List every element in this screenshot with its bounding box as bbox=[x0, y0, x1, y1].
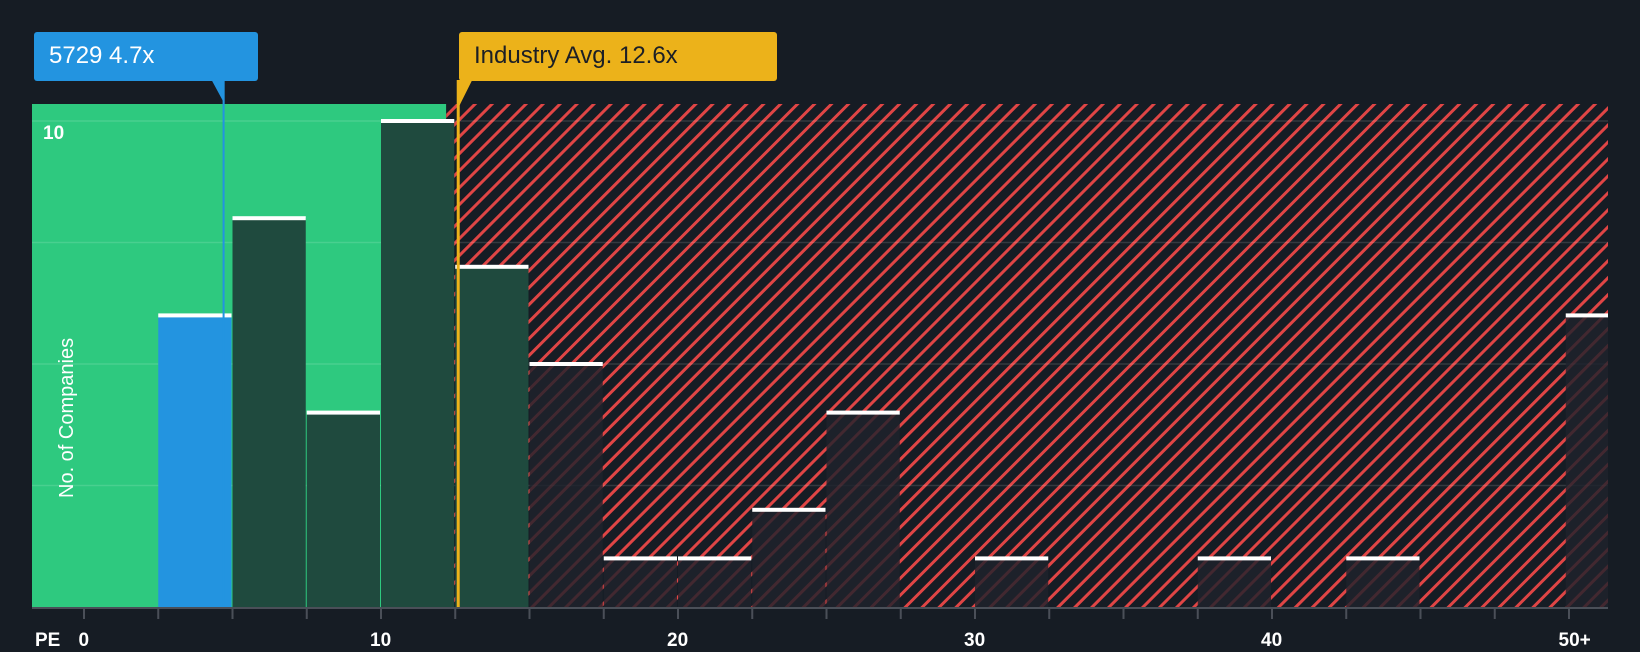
histogram-bar bbox=[975, 558, 1049, 607]
x-tick-label: 20 bbox=[667, 630, 689, 651]
histogram-bar bbox=[1346, 558, 1420, 607]
histogram-bar bbox=[455, 266, 529, 607]
histogram-bar bbox=[1565, 315, 1608, 607]
bar-cap bbox=[1565, 313, 1608, 318]
bar-cap bbox=[1197, 556, 1271, 561]
histogram-bar bbox=[826, 412, 900, 607]
histogram-bar bbox=[752, 509, 826, 607]
x-tick-label: 0 bbox=[78, 630, 90, 651]
histogram-bar bbox=[678, 558, 752, 607]
overvalued-zone bbox=[446, 104, 1609, 607]
x-tick-label: 30 bbox=[964, 630, 986, 651]
histogram-bar bbox=[158, 315, 232, 607]
histogram-bar bbox=[232, 218, 306, 607]
bar-cap bbox=[678, 556, 752, 561]
bar-cap bbox=[529, 362, 603, 366]
bar-cap bbox=[603, 556, 677, 561]
bar-cap bbox=[381, 119, 455, 123]
bar-cap bbox=[455, 264, 529, 269]
company-callout-pointer bbox=[211, 80, 225, 104]
y-tick-10: 10 bbox=[43, 123, 65, 144]
x-axis-title: PE bbox=[35, 630, 61, 651]
bar-cap bbox=[752, 507, 826, 512]
y-axis-title: No. of Companies bbox=[56, 337, 78, 498]
histogram-bar bbox=[1197, 558, 1271, 607]
industry-callout-pointer bbox=[457, 80, 473, 110]
x-tick-label: 10 bbox=[370, 630, 392, 651]
industry-avg-callout: Industry Avg. 12.6x bbox=[459, 32, 777, 81]
histogram-bar bbox=[381, 121, 455, 607]
x-tick-label: 50+ bbox=[1558, 630, 1591, 651]
company-pe-callout: 5729 4.7x bbox=[34, 32, 258, 81]
bar-cap bbox=[975, 556, 1049, 561]
bar-cap bbox=[232, 216, 306, 221]
histogram-bar bbox=[603, 558, 677, 607]
histogram-bar bbox=[306, 412, 380, 607]
bar-cap bbox=[306, 410, 380, 415]
x-tick-label: 40 bbox=[1261, 630, 1283, 651]
histogram-bar bbox=[529, 364, 603, 607]
bar-cap bbox=[1346, 556, 1420, 561]
bar-cap bbox=[826, 410, 900, 415]
bar-cap bbox=[158, 313, 232, 318]
